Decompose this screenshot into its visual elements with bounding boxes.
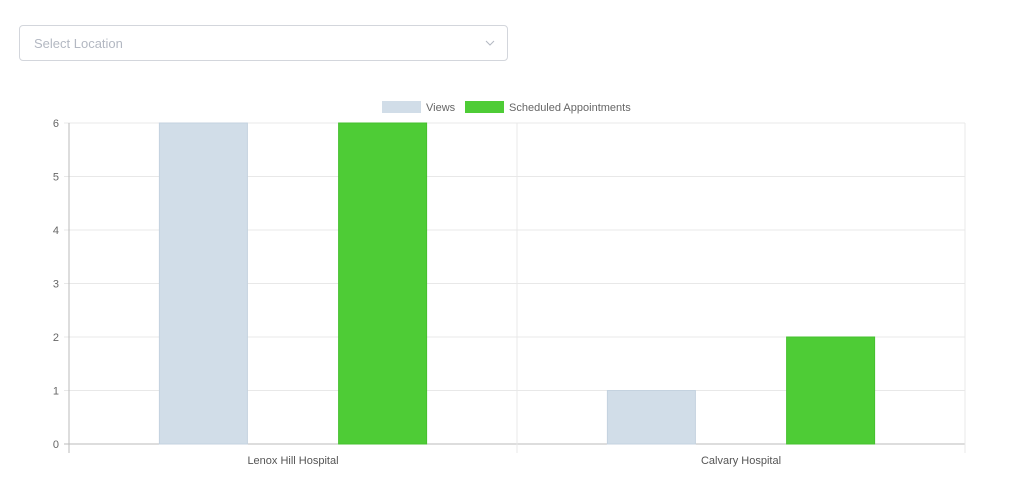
y-tick-label: 5 — [53, 172, 59, 184]
y-tick-label: 2 — [53, 332, 59, 344]
y-tick-label: 6 — [53, 118, 59, 130]
location-select[interactable]: Select Location — [19, 25, 508, 61]
location-select-placeholder: Select Location — [34, 36, 123, 51]
legend-swatch — [465, 101, 504, 113]
chevron-down-icon — [485, 40, 495, 46]
y-tick-label: 0 — [53, 439, 59, 451]
x-tick-label: Lenox Hill Hospital — [247, 455, 338, 467]
legend-swatch — [382, 101, 421, 113]
y-tick-label: 3 — [53, 279, 59, 291]
y-tick-label: 1 — [53, 386, 59, 398]
y-tick-label: 4 — [53, 225, 59, 237]
bar-views — [606, 390, 696, 445]
bar-scheduled-appointments — [786, 336, 876, 445]
bar-views — [158, 122, 248, 445]
legend-label: Views — [426, 102, 456, 114]
bar-scheduled-appointments — [338, 122, 428, 445]
legend-label: Scheduled Appointments — [509, 102, 631, 114]
x-tick-label: Calvary Hospital — [701, 455, 781, 467]
